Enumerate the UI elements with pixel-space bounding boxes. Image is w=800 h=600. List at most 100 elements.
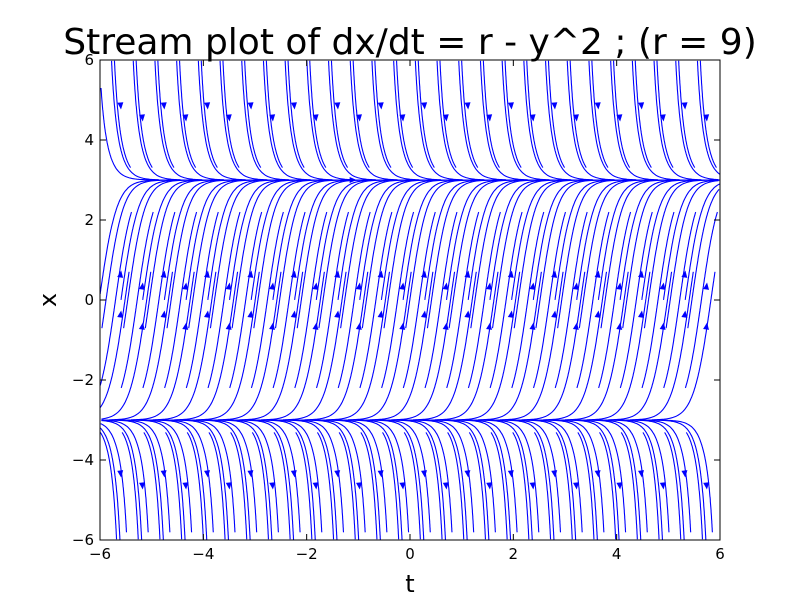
- streamline: [665, 180, 719, 329]
- streamline: [393, 60, 442, 181]
- streamline: [316, 432, 335, 540]
- stream-arrow: [421, 470, 427, 478]
- stream-arrow: [225, 114, 232, 122]
- streamline: [526, 60, 544, 168]
- stream-arrow: [312, 114, 319, 122]
- streamline: [396, 60, 414, 168]
- streamline: [100, 423, 128, 533]
- x-tick-label: 2: [509, 545, 519, 563]
- streamline: [174, 271, 239, 421]
- streamline: [588, 60, 637, 181]
- streamline: [306, 419, 360, 540]
- streamline: [274, 179, 339, 329]
- streamline: [217, 271, 282, 421]
- streamline: [154, 60, 203, 181]
- stream-arrow: [247, 470, 254, 478]
- stream-arrow: [160, 310, 167, 318]
- stream-arrow: [377, 470, 384, 478]
- streamline: [338, 432, 356, 540]
- streamline: [424, 211, 458, 389]
- stream-arrow: [247, 310, 254, 318]
- streamline: [222, 60, 240, 168]
- stream-arrow: [334, 310, 341, 318]
- streamline: [651, 271, 716, 421]
- streamline: [598, 211, 632, 389]
- stream-arrow: [573, 114, 579, 122]
- streamline: [547, 60, 566, 168]
- streamline: [309, 60, 327, 168]
- stream-arrow: [572, 282, 579, 290]
- stream-arrow: [356, 482, 362, 490]
- stream-arrow: [616, 322, 623, 330]
- streamline: [349, 419, 403, 540]
- stream-arrow: [638, 470, 644, 478]
- y-tick-label: 6: [84, 51, 94, 69]
- streamline: [513, 179, 578, 329]
- streamline: [588, 419, 642, 540]
- streamline: [209, 179, 274, 329]
- streamline: [631, 60, 680, 181]
- streamline: [240, 419, 295, 540]
- streamline: [250, 211, 284, 389]
- y-tick-label: 2: [84, 211, 94, 229]
- streamline: [482, 60, 500, 168]
- streamline: [265, 60, 283, 168]
- streamline: [578, 179, 643, 329]
- streamline: [426, 179, 491, 329]
- streamline: [696, 60, 721, 175]
- streamline: [296, 179, 361, 329]
- streamline: [328, 60, 376, 181]
- streamline: [99, 271, 130, 408]
- streamline: [337, 211, 371, 389]
- streamline: [101, 420, 143, 540]
- stream-arrow: [399, 114, 406, 122]
- streamline: [179, 60, 197, 168]
- streamline: [608, 271, 673, 421]
- stream-arrow: [507, 310, 514, 318]
- streamline: [166, 179, 231, 329]
- stream-arrow: [551, 310, 558, 318]
- stream-arrow: [464, 470, 471, 478]
- stream-arrow: [551, 102, 558, 110]
- streamline: [101, 271, 152, 420]
- stream-arrow: [421, 102, 428, 110]
- streamline: [511, 211, 545, 389]
- stream-arrow: [225, 482, 232, 490]
- streamline: [197, 60, 246, 181]
- stream-arrow: [269, 282, 276, 290]
- streamline: [361, 179, 426, 329]
- x-tick-label: 4: [612, 545, 622, 563]
- stream-arrow: [117, 102, 124, 110]
- stream-arrow: [160, 270, 167, 278]
- streamline: [642, 432, 660, 540]
- streamline: [391, 271, 456, 421]
- streamline: [591, 60, 609, 168]
- stream-arrow: [529, 282, 536, 290]
- streamline: [197, 419, 251, 540]
- streamline: [392, 419, 446, 540]
- streamlines: [99, 60, 721, 540]
- streamline: [457, 419, 512, 540]
- stream-arrow: [312, 322, 319, 330]
- streamline: [619, 211, 653, 389]
- streamline: [653, 419, 707, 540]
- stream-arrow: [529, 482, 536, 490]
- streamline: [131, 271, 195, 421]
- streamline: [239, 271, 304, 421]
- streamline: [196, 271, 260, 421]
- streamline: [470, 179, 534, 329]
- streamline: [434, 271, 499, 421]
- streamline: [641, 211, 675, 389]
- streamline: [157, 60, 175, 168]
- streamline: [557, 179, 621, 329]
- streamline: [456, 271, 521, 421]
- streamline: [229, 211, 263, 389]
- stream-arrow: [138, 282, 145, 290]
- stream-arrow: [290, 470, 297, 478]
- streamline: [101, 419, 171, 533]
- x-axis-label: t: [405, 570, 414, 598]
- stream-arrow: [356, 114, 362, 122]
- stream-arrow: [572, 322, 579, 330]
- stream-arrow: [464, 102, 471, 110]
- stream-arrow: [160, 102, 167, 110]
